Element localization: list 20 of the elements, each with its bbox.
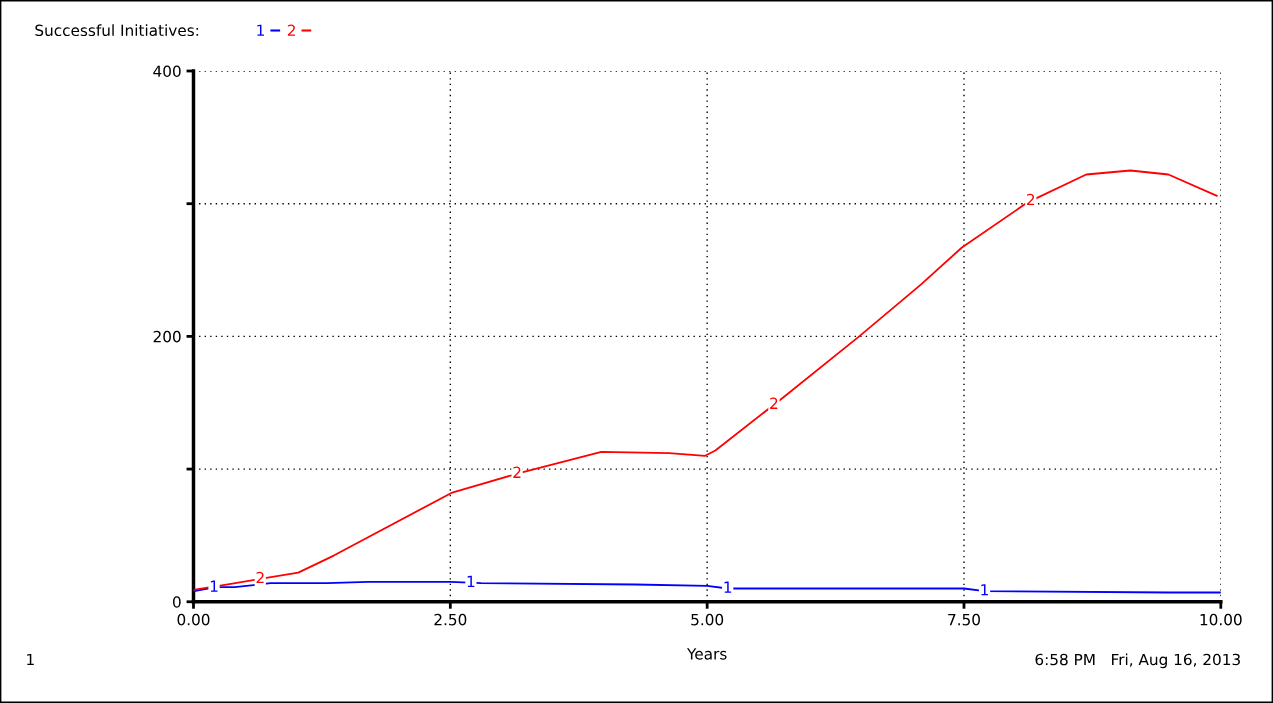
x-tick-label: 5.00 [691,613,724,626]
legend-label: 2 [287,24,295,36]
text: 2 [256,571,264,584]
annotation: 1 [210,580,218,592]
text: 6:58 PM Fri, Aug 16, 2013 [1035,653,1240,669]
text: 1 [27,653,34,666]
y-tick-label: 0 [172,596,181,608]
text: 1 [467,575,475,587]
chart-title: Successful Initiatives: [35,24,199,37]
x-tick-label: 10.00 [1200,613,1242,626]
y-tick-label: 400 [153,65,181,78]
text: 2 [770,397,778,409]
x-tick-label: 7.50 [948,613,980,626]
x-axis-title: Years [686,648,727,660]
x-tick-label: 2.50 [434,613,467,626]
legend-label: 1 [257,24,264,36]
y-tick-label: 200 [153,330,181,343]
text: 1 [981,584,988,596]
text: 1 [724,581,732,593]
x-tick-label: 0.00 [177,613,210,626]
